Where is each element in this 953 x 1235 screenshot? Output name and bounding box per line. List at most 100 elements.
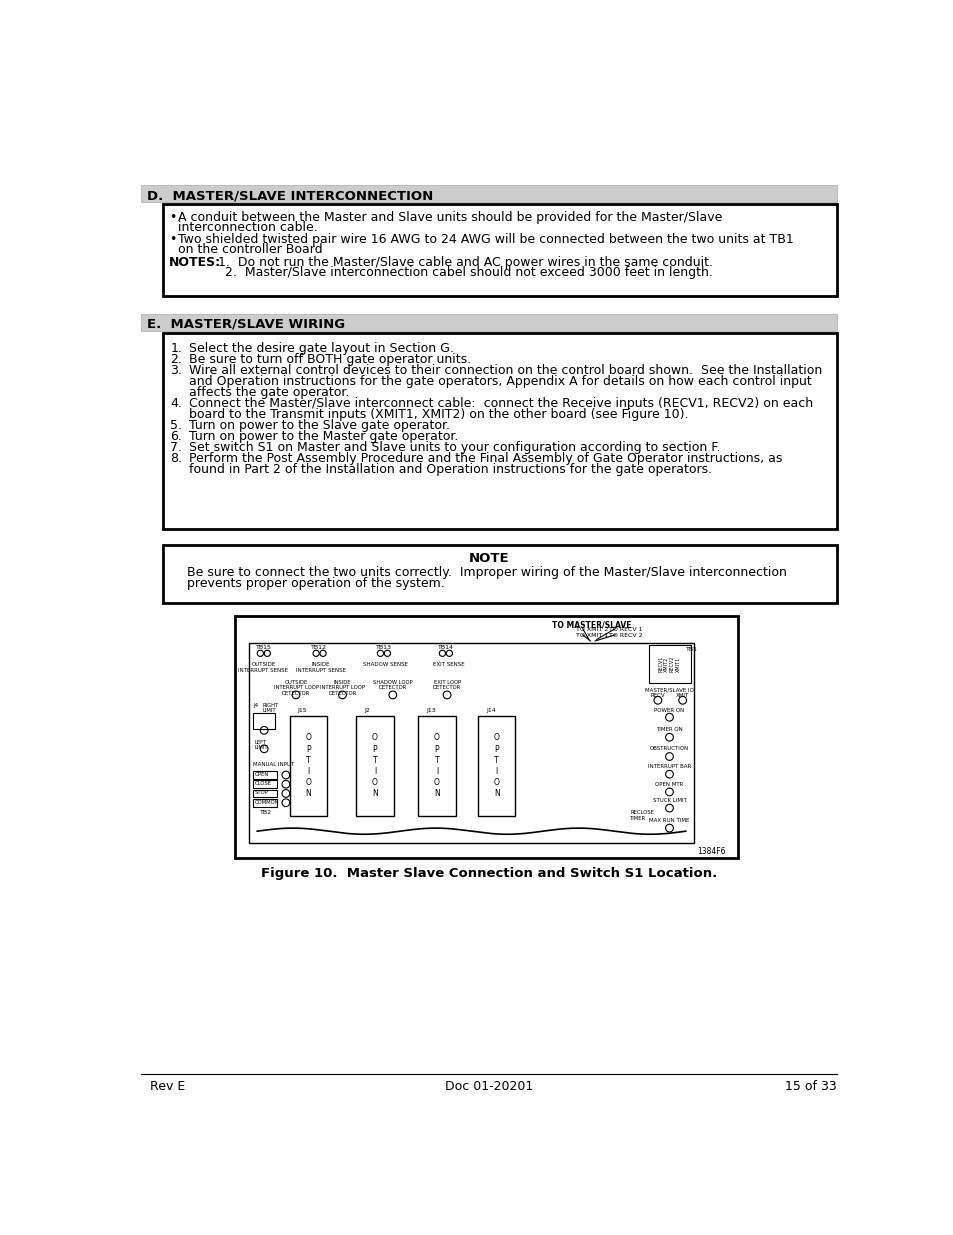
Circle shape [384, 651, 390, 656]
Text: 5.: 5. [171, 419, 182, 432]
Text: INTERRUPT BAR: INTERRUPT BAR [647, 764, 690, 769]
Bar [418, 716, 456, 816]
Circle shape [446, 651, 452, 656]
Text: J15: J15 [297, 708, 307, 713]
Circle shape [319, 651, 326, 656]
Text: MANUAL INPUT: MANUAL INPUT [253, 762, 294, 767]
Text: O
P
T
I
O
N: O P T I O N [494, 734, 499, 798]
Text: INSIDE
INTERRUPT SENSE: INSIDE INTERRUPT SENSE [295, 662, 345, 673]
Text: TB2: TB2 [259, 810, 272, 815]
Text: Doc 01-20201: Doc 01-20201 [444, 1079, 533, 1093]
Circle shape [313, 651, 319, 656]
Text: COMMON: COMMON [254, 799, 279, 805]
Text: NOTE: NOTE [468, 552, 509, 566]
Bar [648, 645, 691, 683]
Text: TB1: TB1 [685, 647, 697, 652]
Text: Connect the Master/Slave interconnect cable:  connect the Receive inputs (RECV1,: Connect the Master/Slave interconnect ca… [189, 396, 812, 410]
Text: RECLOSE
TIMER: RECLOSE TIMER [630, 810, 654, 821]
Circle shape [439, 651, 445, 656]
Text: J14: J14 [485, 708, 495, 713]
Text: TO XMIT 1: TO XMIT 1 [576, 634, 608, 638]
Circle shape [439, 651, 445, 656]
Bar [162, 204, 836, 296]
Text: and Operation instructions for the gate operators, Appendix A for details on how: and Operation instructions for the gate … [189, 375, 811, 388]
Text: EXIT LOOP
DETECTOR: EXIT LOOP DETECTOR [433, 679, 460, 690]
Text: TB13: TB13 [375, 645, 392, 650]
Text: A conduit between the Master and Slave units should be provided for the Master/S: A conduit between the Master and Slave u… [178, 211, 721, 225]
Text: Two shielded twisted pair wire 16 AWG to 24 AWG will be connected between the tw: Two shielded twisted pair wire 16 AWG to… [178, 233, 793, 246]
Text: TIMER ON: TIMER ON [656, 727, 682, 732]
Text: J4: J4 [253, 703, 258, 708]
Circle shape [313, 651, 319, 656]
Text: Select the desire gate layout in Section G.: Select the desire gate layout in Section… [189, 342, 454, 356]
Text: board to the Transmit inputs (XMIT1, XMIT2) on the other board (see Figure 10).: board to the Transmit inputs (XMIT1, XMI… [189, 408, 688, 421]
Text: Set switch S1 on Master and Slave units to your configuration according to secti: Set switch S1 on Master and Slave units … [189, 441, 720, 453]
Circle shape [257, 651, 263, 656]
Text: MAX RUN TIME: MAX RUN TIME [649, 818, 689, 823]
Bar [477, 716, 515, 816]
Text: RECV: RECV [649, 693, 664, 698]
Bar [253, 789, 276, 798]
Text: Rev E: Rev E [150, 1079, 185, 1093]
Text: OBSTRUCTION: OBSTRUCTION [649, 746, 688, 751]
Text: OPEN MTR: OPEN MTR [655, 782, 683, 787]
Circle shape [264, 651, 270, 656]
Circle shape [446, 651, 452, 656]
Bar [235, 615, 737, 858]
Text: OUTSIDE
INTERRUPT SENSE: OUTSIDE INTERRUPT SENSE [238, 662, 288, 673]
Text: Turn on power to the Slave gate operator.: Turn on power to the Slave gate operator… [189, 419, 450, 432]
Text: 2.: 2. [171, 353, 182, 366]
Text: 7.: 7. [171, 441, 182, 453]
Text: interconnection cable.: interconnection cable. [178, 221, 317, 235]
Circle shape [377, 651, 383, 656]
Bar [141, 185, 836, 203]
Circle shape [377, 651, 383, 656]
Bar [253, 799, 276, 806]
Text: LEFT
LIMIT: LEFT LIMIT [254, 740, 268, 751]
Text: STOP: STOP [254, 790, 269, 795]
Text: 3.: 3. [171, 364, 182, 377]
Text: O
P
T
I
O
N: O P T I O N [305, 734, 311, 798]
Text: INSIDE
INTERRUPT LOOP
DETECTOR: INSIDE INTERRUPT LOOP DETECTOR [319, 679, 364, 697]
Text: 1.: 1. [171, 342, 182, 356]
Circle shape [264, 651, 270, 656]
Text: Wire all external control devices to their connection on the control board shown: Wire all external control devices to the… [189, 364, 821, 377]
Text: TB12: TB12 [311, 645, 327, 650]
Text: RIGHT
LIMIT: RIGHT LIMIT [262, 703, 278, 714]
Circle shape [257, 651, 263, 656]
Circle shape [384, 651, 390, 656]
Text: O
P
T
I
O
N: O P T I O N [434, 734, 439, 798]
Text: J2: J2 [364, 708, 370, 713]
Circle shape [319, 651, 326, 656]
Text: E.  MASTER/SLAVE WIRING: E. MASTER/SLAVE WIRING [147, 317, 345, 331]
Bar [249, 642, 693, 842]
Text: •: • [169, 233, 176, 246]
Text: TO MASTER/SLAVE: TO MASTER/SLAVE [552, 620, 631, 629]
Bar [290, 716, 327, 816]
Text: •: • [169, 211, 176, 225]
Text: CLOSE: CLOSE [254, 782, 272, 787]
Text: Be sure to connect the two units correctly.  Improper wiring of the Master/Slave: Be sure to connect the two units correct… [187, 567, 786, 579]
Text: 6.: 6. [171, 430, 182, 442]
Text: found in Part 2 of the Installation and Operation instructions for the gate oper: found in Part 2 of the Installation and … [189, 463, 711, 475]
Text: affects the gate operator.: affects the gate operator. [189, 387, 349, 399]
Text: 4.: 4. [171, 396, 182, 410]
Text: NOTES:: NOTES: [169, 256, 221, 269]
Text: 1.  Do not run the Master/Slave cable and AC power wires in the same conduit.: 1. Do not run the Master/Slave cable and… [218, 256, 713, 269]
Text: STUCK LIMIT: STUCK LIMIT [652, 798, 686, 803]
Text: RECV1
XMIT2
RECV2
XMIT1: RECV1 XMIT2 RECV2 XMIT1 [658, 656, 680, 672]
Text: J13: J13 [426, 708, 436, 713]
Text: EXIT SENSE: EXIT SENSE [433, 662, 464, 667]
Text: 2.  Master/Slave interconnection cabel should not exceed 3000 feet in length.: 2. Master/Slave interconnection cabel sh… [224, 266, 712, 279]
Text: OUTSIDE
INTERRUPT LOOP
DETECTOR: OUTSIDE INTERRUPT LOOP DETECTOR [274, 679, 318, 697]
Bar [253, 714, 274, 729]
Text: O
P
T
I
O
N: O P T I O N [372, 734, 377, 798]
Bar [162, 333, 836, 530]
Text: TB14: TB14 [437, 645, 454, 650]
Text: OPEN: OPEN [254, 772, 269, 777]
Bar [162, 545, 836, 603]
Text: TO XMIT 2: TO XMIT 2 [576, 627, 608, 632]
Text: prevents proper operation of the system.: prevents proper operation of the system. [187, 577, 445, 590]
Bar [253, 781, 276, 788]
Text: XMIT: XMIT [675, 693, 688, 698]
